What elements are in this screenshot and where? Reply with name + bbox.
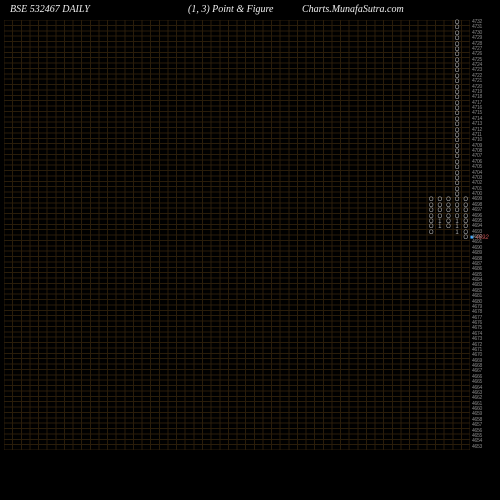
header-chart-type: (1, 3) Point & Figure [188,4,273,15]
chart-header: BSE 532467 DAILY (1, 3) Point & Figure C… [0,4,500,18]
y-tick-label: 4653 [472,445,498,450]
pf-x-mark: 1 [436,224,445,229]
header-symbol: BSE 532467 DAILY [10,4,90,15]
chart-plot-area: OOOOOOOOOOOOOOOOOOOOOOOOOOOOOOOOOOOOOOOO… [4,20,470,450]
pf-o-mark: O [461,235,470,240]
pf-o-mark: O [444,224,453,229]
pf-o-mark: O [427,230,436,235]
y-axis: 4732473147304729472847274726472547244723… [472,20,498,450]
pf-x-mark: 1 [453,230,462,235]
header-source: Charts.MunafaSutra.com [302,4,404,15]
chart-container: BSE 532467 DAILY (1, 3) Point & Figure C… [0,0,500,500]
